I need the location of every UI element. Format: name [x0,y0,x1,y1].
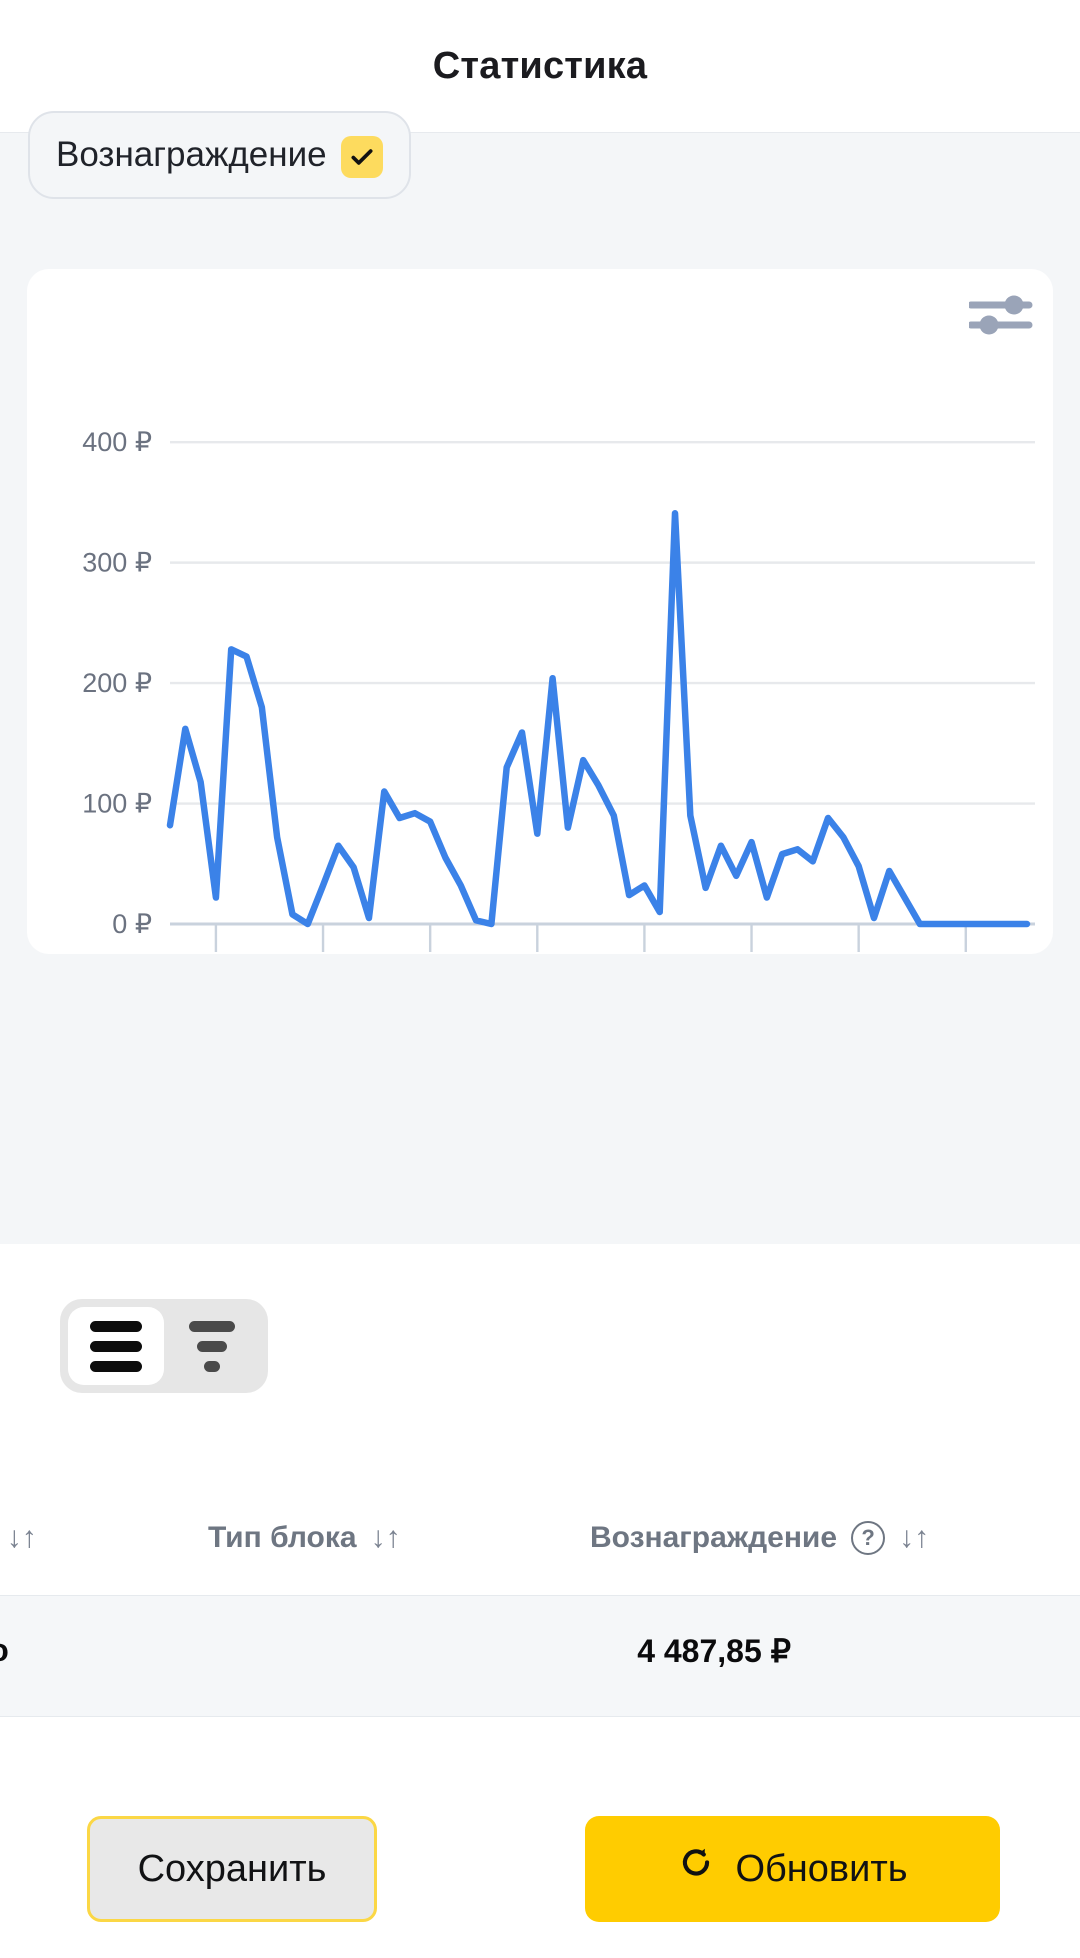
chip-reward[interactable]: Вознаграждение [28,111,411,199]
view-toggle [60,1299,268,1393]
check-icon [340,136,383,178]
question-circle-icon[interactable]: ? [851,1520,886,1555]
chip-label: Вознаграждение [56,135,327,174]
x-axis-tick-label: 17 Ноя [774,949,856,954]
sort-updown-icon[interactable]: ↓↑ [370,1520,401,1554]
footer-actions: Сохранить Обновить [0,1800,1080,1958]
sort-updown-icon[interactable]: ↓↑ [6,1520,37,1554]
chart-gridlines [170,440,1035,926]
table-row: то 4 487,85 ₽ [0,1595,1080,1717]
reward-chart-card: 0 ₽ 100 ₽ 200 ₽ 300 ₽ 400 ₽ 6 Окт 13 Окт 20 Ок… [27,269,1053,954]
y-axis-tick-label: 100 ₽ [82,789,152,819]
x-axis-tick-label: 24 Ноя [882,949,964,954]
filter-view-icon[interactable] [164,1307,260,1385]
list-bars [90,1320,142,1372]
column-header-date[interactable]: а ↓↑ [0,1521,37,1555]
chart-x-axis-labels: 6 Окт 13 Окт 20 Окт 27 Окт 3 Ноя 10 Ноя 17 Ноя… [145,949,964,954]
view-toggle-section [0,1244,1080,1480]
filter-chip-row: Вознаграждение [0,111,411,201]
x-axis-tick-label: 20 Окт [348,949,428,954]
y-axis-tick-label: 300 ₽ [82,548,152,578]
chart-data-line [166,510,1031,928]
table-header-row: а ↓↑ Тип блока ↓↑ Вознаграждение ? ↓↑ [0,1480,1080,1595]
rewards-table: а ↓↑ Тип блока ↓↑ Вознаграждение ? ↓↑ то… [0,1480,1080,1717]
list-view-icon[interactable] [68,1307,164,1385]
y-axis-tick-label: 400 ₽ [82,427,152,457]
reward-line-chart[interactable]: 0 ₽ 100 ₽ 200 ₽ 300 ₽ 400 ₽ 6 Окт 13 Окт 20 Ок… [27,269,1053,954]
refresh-icon [677,1845,715,1893]
page-title: Статистика [432,44,648,87]
refresh-button[interactable]: Обновить [585,1816,1000,1922]
save-button-label: Сохранить [137,1847,327,1890]
column-header-label: Вознаграждение [590,1520,838,1554]
chart-y-axis-labels: 0 ₽ 100 ₽ 200 ₽ 300 ₽ 400 ₽ [82,427,152,939]
x-axis-tick-label: 6 Окт [145,949,214,954]
chart-panel: Вознаграждение 0 ₽ 100 ₽ 200 ₽ 300 ₽ 400 ₽ [0,111,1080,1244]
chart-x-axis-ticks [214,924,967,952]
column-header-reward[interactable]: Вознаграждение ? ↓↑ [590,1520,930,1555]
row-total-value: 4 487,85 ₽ [637,1633,791,1669]
x-axis-tick-label: 10 Ноя [667,949,749,954]
sliders-icon[interactable] [967,291,1033,337]
sort-updown-icon[interactable]: ↓↑ [899,1520,930,1554]
y-axis-tick-label: 0 ₽ [112,909,152,939]
y-axis-tick-label: 200 ₽ [82,668,152,698]
row-total-label: то [0,1632,9,1669]
filter-bars [189,1320,235,1372]
x-axis-tick-label: 3 Ноя [571,949,643,954]
x-axis-tick-label: 13 Окт [241,949,321,954]
column-header-label: Тип блока [208,1520,357,1554]
column-header-block-type[interactable]: Тип блока ↓↑ [208,1521,401,1555]
page-header: Статистика [0,0,1080,132]
x-axis-tick-label: 27 Окт [456,949,536,954]
refresh-button-label: Обновить [735,1847,908,1890]
save-button[interactable]: Сохранить [87,1816,377,1922]
